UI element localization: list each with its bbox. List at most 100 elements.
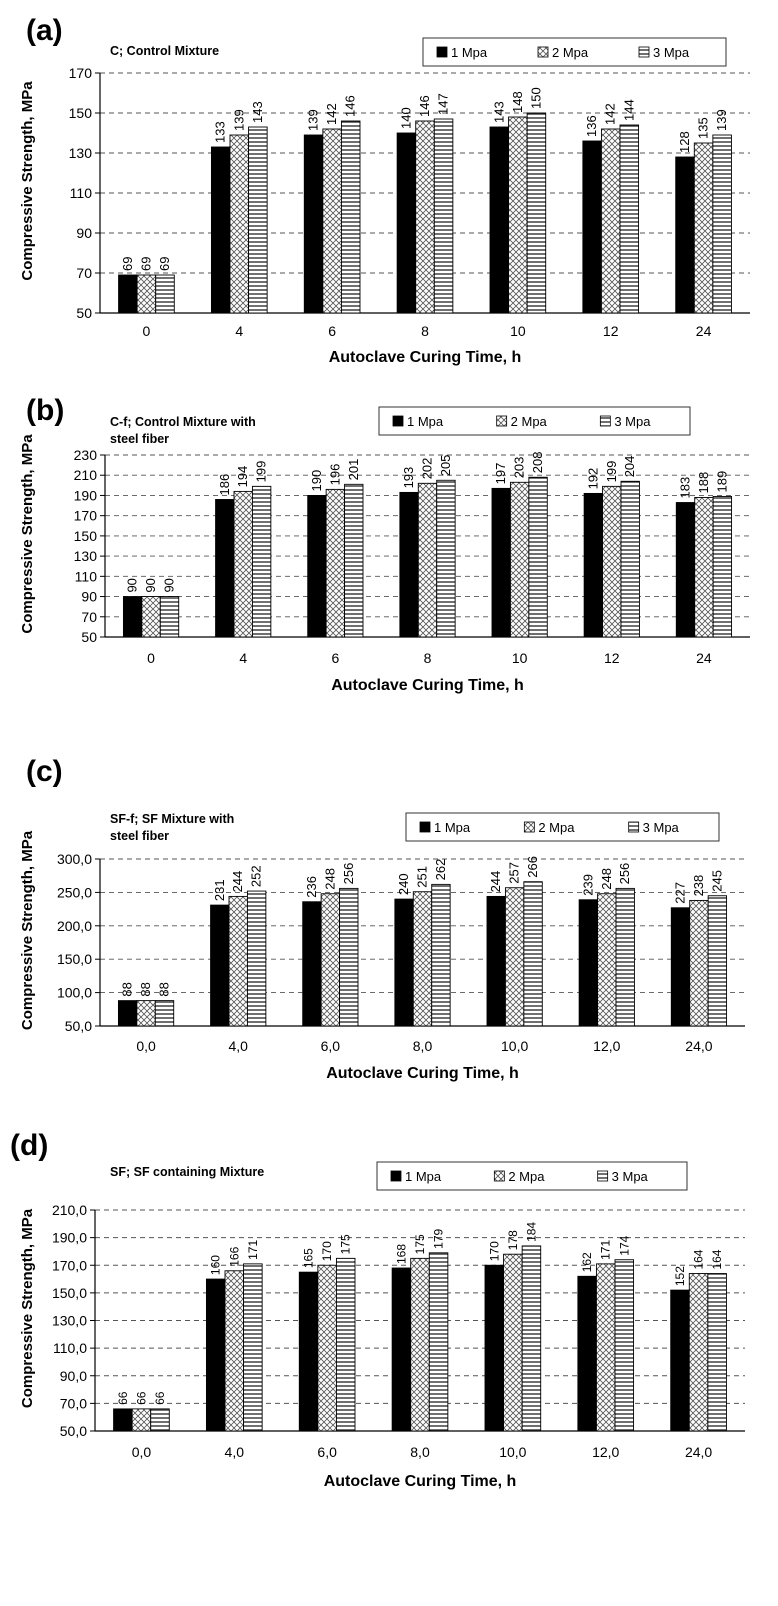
bar bbox=[210, 904, 230, 1027]
y-tick-label: 90 bbox=[76, 225, 92, 241]
data-label: 179 bbox=[432, 1228, 446, 1248]
bar bbox=[159, 596, 180, 638]
bar bbox=[136, 1000, 156, 1027]
x-tick-label: 4,0 bbox=[225, 1444, 245, 1460]
data-label: 142 bbox=[324, 103, 339, 125]
legend-label-2: 2 Mpa bbox=[552, 45, 589, 60]
legend-box bbox=[405, 812, 720, 842]
bar bbox=[503, 1253, 523, 1432]
bar bbox=[712, 496, 733, 638]
data-label: 170 bbox=[320, 1241, 334, 1261]
x-tick-label: 8,0 bbox=[410, 1444, 430, 1460]
data-label: 90 bbox=[125, 578, 140, 592]
data-label: 146 bbox=[343, 95, 358, 117]
data-label: 189 bbox=[714, 471, 729, 493]
data-label: 184 bbox=[524, 1222, 538, 1242]
legend-swatch-2 bbox=[523, 821, 535, 833]
data-label: 188 bbox=[696, 472, 711, 494]
bar bbox=[224, 1270, 245, 1432]
bar bbox=[154, 1000, 175, 1027]
bar bbox=[578, 899, 599, 1027]
bar bbox=[136, 274, 157, 314]
data-label: 142 bbox=[603, 103, 618, 125]
data-label: 69 bbox=[157, 257, 172, 271]
bar bbox=[246, 890, 267, 1027]
bar bbox=[504, 887, 525, 1027]
y-tick-label: 150 bbox=[74, 528, 98, 544]
bar bbox=[113, 1408, 133, 1432]
y-tick-label: 250,0 bbox=[57, 884, 92, 900]
x-tick-label: 12,0 bbox=[593, 1038, 620, 1054]
data-label: 144 bbox=[621, 99, 636, 121]
bar bbox=[436, 479, 456, 638]
y-tick-label: 150,0 bbox=[52, 1285, 87, 1301]
bar bbox=[486, 895, 506, 1027]
bar bbox=[150, 1408, 170, 1432]
bar bbox=[243, 1263, 263, 1432]
bar bbox=[619, 124, 640, 314]
bar bbox=[689, 899, 709, 1027]
data-label: 139 bbox=[306, 109, 321, 131]
y-tick-label: 130,0 bbox=[52, 1313, 87, 1329]
bar bbox=[210, 146, 231, 314]
data-label: 199 bbox=[254, 461, 269, 483]
y-tick-label: 110 bbox=[70, 185, 93, 201]
data-label: 143 bbox=[491, 101, 506, 123]
x-tick-label: 10,0 bbox=[499, 1444, 526, 1460]
x-axis-title: Autoclave Curing Time, h bbox=[331, 677, 524, 694]
legend-swatch-2 bbox=[493, 1170, 505, 1182]
bar bbox=[320, 893, 341, 1027]
bar bbox=[582, 140, 602, 314]
y-axis-title: Compressive Strength, MPa bbox=[19, 1208, 36, 1408]
bar bbox=[707, 895, 728, 1027]
data-label: 160 bbox=[209, 1255, 223, 1275]
data-label: 244 bbox=[488, 871, 503, 893]
x-tick-label: 6 bbox=[328, 323, 336, 339]
data-label: 139 bbox=[714, 109, 729, 131]
data-label: 193 bbox=[401, 467, 416, 489]
x-axis-title: Autoclave Curing Time, h bbox=[329, 349, 522, 366]
y-tick-label: 110 bbox=[75, 568, 98, 584]
legend-label-3: 3 Mpa bbox=[643, 820, 680, 835]
data-label: 136 bbox=[584, 115, 599, 137]
legend-label-1: 1 Mpa bbox=[407, 414, 444, 429]
x-tick-label: 24 bbox=[696, 323, 712, 339]
bar bbox=[302, 901, 322, 1027]
legend-swatch-2 bbox=[537, 46, 549, 58]
data-label: 201 bbox=[346, 459, 361, 481]
x-tick-label: 0 bbox=[147, 650, 155, 666]
bar bbox=[141, 596, 161, 638]
y-tick-label: 50 bbox=[76, 305, 92, 321]
bar bbox=[155, 274, 175, 314]
legend-swatch-1 bbox=[390, 1170, 402, 1182]
bar bbox=[491, 487, 511, 638]
bar bbox=[205, 1278, 226, 1432]
data-label: 236 bbox=[304, 876, 319, 898]
bar bbox=[670, 1289, 690, 1432]
y-tick-label: 70,0 bbox=[60, 1395, 87, 1411]
data-label: 239 bbox=[580, 874, 595, 896]
bar bbox=[251, 485, 272, 638]
bar bbox=[675, 156, 695, 314]
data-label: 245 bbox=[709, 870, 724, 892]
legend: 1 Mpa 2 Mpa 3 Mpa bbox=[422, 37, 727, 67]
bar bbox=[523, 881, 543, 1027]
chart-title: SF; SF containing Mixture bbox=[110, 1165, 264, 1179]
bar bbox=[391, 1267, 412, 1432]
bar bbox=[412, 891, 433, 1027]
legend-box bbox=[378, 406, 691, 436]
data-label: 252 bbox=[249, 865, 264, 887]
legend-swatch-3 bbox=[597, 1170, 609, 1182]
bar bbox=[688, 1273, 709, 1432]
bar bbox=[526, 112, 547, 314]
legend-box bbox=[422, 37, 727, 67]
data-label: 88 bbox=[138, 982, 153, 996]
data-label: 171 bbox=[246, 1240, 260, 1260]
bar bbox=[122, 596, 143, 638]
bar bbox=[396, 132, 417, 314]
bar bbox=[600, 128, 621, 314]
y-axis-title: Compressive Strength, MPa bbox=[19, 81, 36, 281]
data-label: 262 bbox=[433, 859, 448, 881]
bar bbox=[602, 485, 622, 638]
legend-label-2: 2 Mpa bbox=[508, 1169, 545, 1184]
